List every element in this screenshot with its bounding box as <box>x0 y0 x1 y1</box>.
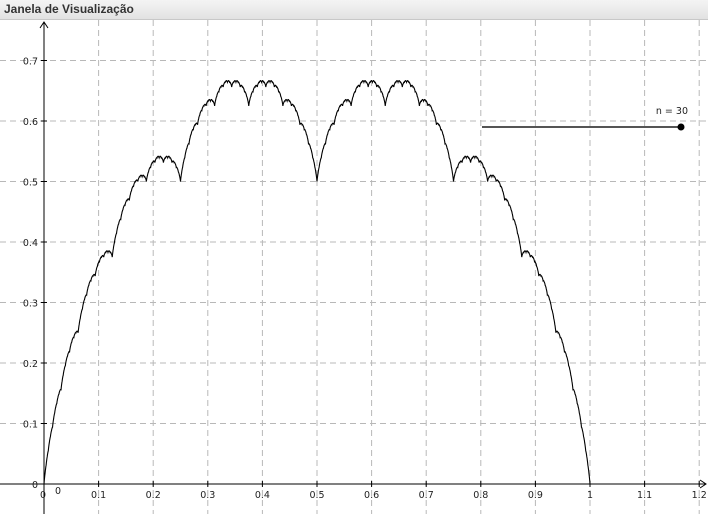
view-title-bar[interactable]: Janela de Visualização <box>0 0 708 20</box>
y-tick-label: 0 <box>32 480 38 491</box>
y-tick-label: 0.5 <box>23 178 38 189</box>
x-tick-label: 0.8 <box>473 490 488 501</box>
x-tick-label: 0.9 <box>528 490 543 501</box>
x-tick-label: 1.2 <box>692 490 707 501</box>
view-title: Janela de Visualização <box>4 2 134 16</box>
origin-label: 0 <box>55 486 61 497</box>
x-tick-label: 0.1 <box>91 490 106 501</box>
x-tick-label: 0.4 <box>255 490 270 501</box>
slider[interactable]: n = 30 <box>482 106 688 131</box>
x-tick-label: 0.6 <box>364 490 379 501</box>
slider-label: n = 30 <box>656 106 688 117</box>
y-tick-label: 0.4 <box>23 238 38 249</box>
y-tick-label: 0.3 <box>23 299 38 310</box>
x-tick-label: 0.7 <box>419 490 434 501</box>
x-tick-label: 1 <box>587 490 593 501</box>
x-tick-label: 0.3 <box>200 490 215 501</box>
x-tick-label: 0 <box>40 490 46 501</box>
slider-handle[interactable] <box>678 124 685 131</box>
x-tick-label: 0.5 <box>309 490 324 501</box>
x-tick-label: 0.2 <box>146 490 161 501</box>
y-tick-label: 0.7 <box>23 57 38 68</box>
y-tick-label: 0.6 <box>23 117 38 128</box>
x-tick-label: 1.1 <box>637 490 652 501</box>
y-tick-label: 0.1 <box>23 420 38 431</box>
y-tick-label: 0.2 <box>23 359 38 370</box>
